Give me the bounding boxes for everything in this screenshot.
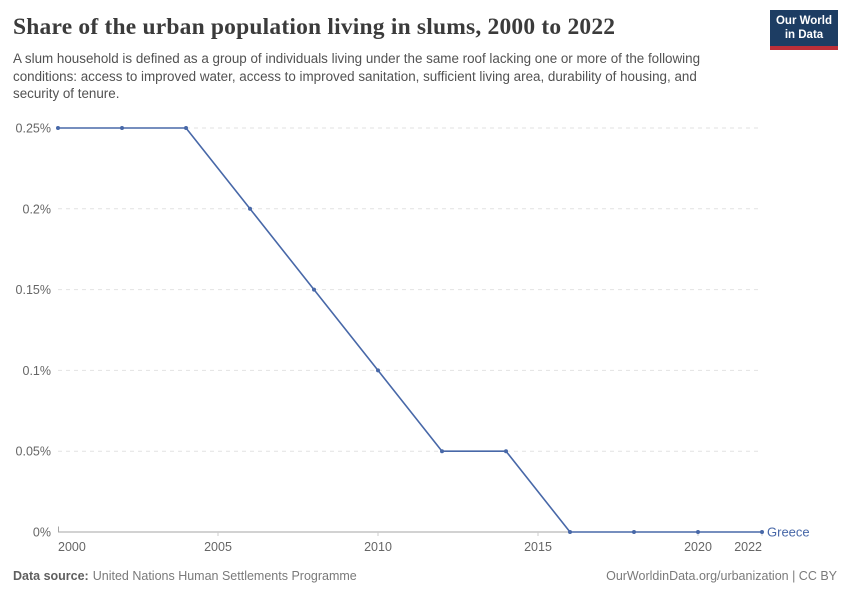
x-axis-tick-label: 2010	[364, 540, 392, 554]
x-axis-tick-label: 2005	[204, 540, 232, 554]
page-title: Share of the urban population living in …	[13, 14, 616, 40]
series-label-greece: Greece	[767, 525, 810, 540]
chart-header: Share of the urban population living in …	[13, 14, 750, 103]
data-point-marker	[504, 449, 508, 454]
y-axis-tick-label: 0.25%	[16, 122, 51, 136]
data-point-marker	[632, 530, 636, 534]
data-point-marker	[56, 126, 60, 130]
y-axis-tick-label: 0%	[33, 526, 51, 540]
y-axis-tick-label: 0.05%	[16, 445, 51, 459]
y-axis-tick-label: 0.15%	[16, 283, 51, 297]
data-point-marker	[184, 126, 188, 130]
line-series-greece	[57, 127, 763, 533]
data-source-label: Data source:	[13, 569, 89, 583]
x-axis-tick-label: 2020	[684, 540, 712, 554]
data-point-marker	[568, 530, 572, 534]
chart-footer: Data source: United Nations Human Settlem…	[13, 569, 837, 583]
x-axis-tick-label: 2015	[524, 540, 552, 554]
owid-logo: Our World in Data	[770, 10, 838, 50]
owid-logo-line2: in Data	[784, 29, 824, 41]
data-point-marker	[120, 126, 124, 130]
page-subtitle: A slum household is defined as a group o…	[13, 51, 701, 102]
data-point-marker	[696, 530, 700, 534]
x-axis-tick-label: 2000	[58, 540, 86, 554]
footer-license: OurWorldinData.org/urbanization | CC BY	[606, 569, 837, 583]
data-point-marker	[440, 449, 444, 454]
data-source-value: United Nations Human Settlements Program…	[92, 569, 357, 583]
data-point-marker	[312, 287, 316, 292]
owid-logo-line1: Our World	[775, 14, 832, 27]
y-axis-tick-label: 0.2%	[23, 202, 52, 216]
data-point-marker	[248, 206, 252, 211]
data-point-marker	[760, 530, 764, 534]
x-axis-tick-label: 2022	[734, 540, 762, 554]
y-axis-tick-label: 0.1%	[23, 364, 52, 378]
footer-data-source: Data source: United Nations Human Settlem…	[13, 569, 357, 583]
data-point-marker	[376, 368, 380, 373]
